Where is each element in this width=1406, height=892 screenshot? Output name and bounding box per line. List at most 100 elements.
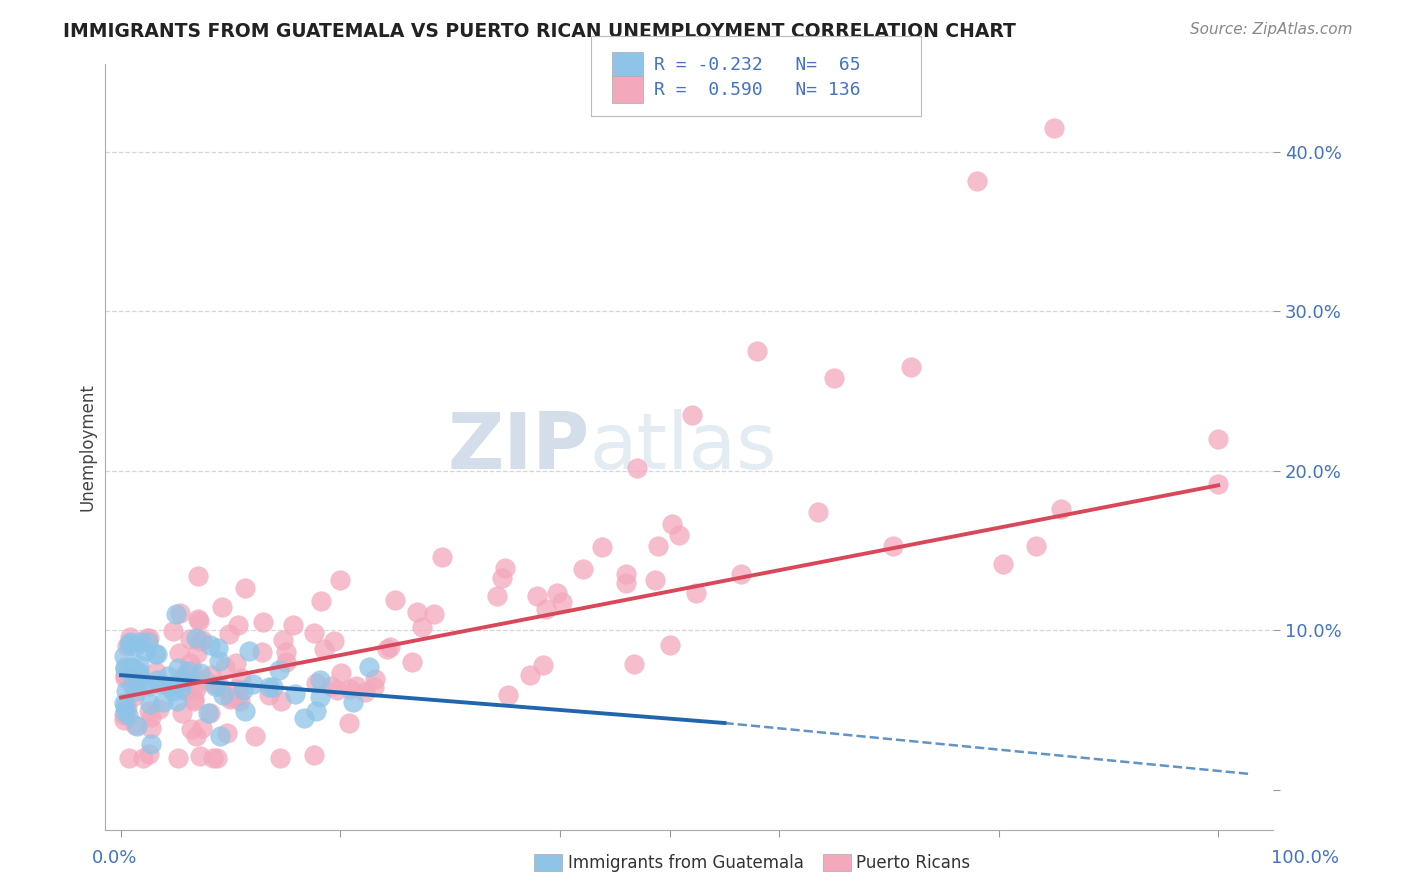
Point <box>252 615 274 629</box>
Point <box>174 674 197 689</box>
Point <box>173 667 195 681</box>
Point <box>644 573 666 587</box>
Point <box>245 729 267 743</box>
Point <box>138 747 160 761</box>
Point <box>197 706 219 721</box>
Point <box>378 640 401 655</box>
Point <box>125 640 148 654</box>
Point <box>112 714 135 728</box>
Text: atlas: atlas <box>589 409 778 485</box>
Point <box>114 660 136 674</box>
Point <box>422 607 444 622</box>
Point <box>882 539 904 553</box>
Point <box>384 593 406 607</box>
Point <box>329 666 352 681</box>
Point <box>276 655 298 669</box>
Point <box>491 571 513 585</box>
Point <box>179 632 201 646</box>
Text: Immigrants from Guatemala: Immigrants from Guatemala <box>568 854 804 871</box>
Point <box>991 557 1014 571</box>
Point <box>124 718 146 732</box>
Point <box>114 667 136 681</box>
Point <box>128 657 150 672</box>
Point <box>328 573 350 587</box>
Point <box>114 699 136 714</box>
Point <box>1206 432 1229 446</box>
Point <box>1206 477 1229 491</box>
Point <box>177 665 200 679</box>
Point <box>309 690 332 704</box>
Point <box>134 678 156 692</box>
Point <box>200 706 222 720</box>
Point <box>132 751 155 765</box>
Point <box>214 660 236 674</box>
Point <box>183 691 205 706</box>
Point <box>411 620 433 634</box>
Point <box>165 607 187 621</box>
Point <box>305 704 328 718</box>
Point <box>283 687 305 701</box>
Point <box>823 371 845 385</box>
Point <box>125 684 148 698</box>
Point <box>225 681 247 696</box>
Point <box>186 646 208 660</box>
Point <box>118 630 141 644</box>
Point <box>159 680 181 694</box>
Point <box>496 688 519 702</box>
Point <box>170 673 193 688</box>
Point <box>184 632 207 646</box>
Point <box>208 654 231 668</box>
Point <box>229 671 252 685</box>
Point <box>546 586 568 600</box>
Point <box>626 460 648 475</box>
Point <box>198 639 221 653</box>
Point <box>966 173 988 187</box>
Point <box>747 344 769 359</box>
Point <box>112 696 135 710</box>
Point <box>309 673 332 688</box>
Point <box>319 679 342 693</box>
Point <box>124 662 146 676</box>
Point <box>232 682 254 697</box>
Point <box>145 647 167 661</box>
Point <box>302 747 325 762</box>
Point <box>141 721 163 735</box>
Point <box>118 637 141 651</box>
Point <box>312 641 335 656</box>
Point <box>117 639 139 653</box>
Point <box>180 722 202 736</box>
Point <box>485 589 508 603</box>
Point <box>494 561 516 575</box>
Point <box>124 677 146 691</box>
Text: 100.0%: 100.0% <box>1271 849 1339 867</box>
Point <box>208 729 231 743</box>
Point <box>225 656 247 670</box>
Point <box>551 595 574 609</box>
Point <box>1025 540 1047 554</box>
Point <box>226 618 249 632</box>
Point <box>658 638 681 652</box>
Point <box>188 634 211 648</box>
Point <box>614 575 637 590</box>
Point <box>138 704 160 718</box>
Point <box>1050 502 1073 516</box>
Point <box>187 569 209 583</box>
Point <box>169 607 191 621</box>
Point <box>807 505 830 519</box>
Point <box>623 657 645 671</box>
Point <box>262 680 284 694</box>
Point <box>375 641 398 656</box>
Point <box>202 751 225 765</box>
Point <box>661 516 683 531</box>
Point <box>152 695 174 709</box>
Point <box>127 719 149 733</box>
Point <box>267 663 290 677</box>
Point <box>150 677 173 691</box>
Point <box>121 678 143 692</box>
Point <box>162 683 184 698</box>
Point <box>205 678 228 692</box>
Point <box>405 606 427 620</box>
Point <box>252 645 274 659</box>
Point <box>259 680 281 694</box>
Point <box>112 648 135 663</box>
